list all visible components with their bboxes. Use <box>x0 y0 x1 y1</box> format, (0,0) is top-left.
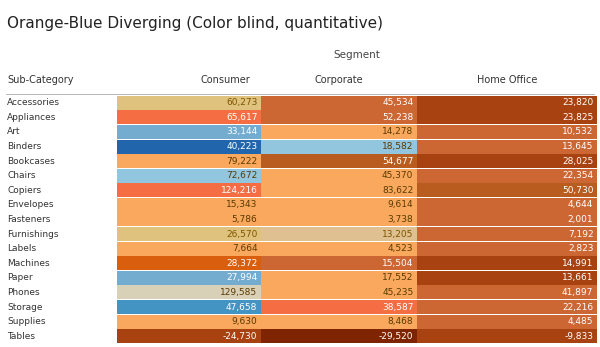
Text: Phones: Phones <box>7 288 40 297</box>
Text: 4,523: 4,523 <box>388 244 413 253</box>
Text: Tables: Tables <box>7 332 35 341</box>
Text: 15,343: 15,343 <box>226 200 257 209</box>
Text: 10,532: 10,532 <box>562 127 593 136</box>
Text: 13,645: 13,645 <box>562 142 593 151</box>
Text: Machines: Machines <box>7 259 50 268</box>
Text: Home Office: Home Office <box>477 75 537 85</box>
Text: 23,820: 23,820 <box>562 98 593 107</box>
Text: 7,192: 7,192 <box>568 230 593 239</box>
Text: Labels: Labels <box>7 244 37 253</box>
Text: 45,370: 45,370 <box>382 171 413 180</box>
Text: Accessories: Accessories <box>7 98 60 107</box>
Text: 9,614: 9,614 <box>388 200 413 209</box>
Text: 22,354: 22,354 <box>562 171 593 180</box>
Text: 22,216: 22,216 <box>562 303 593 312</box>
Text: Furnishings: Furnishings <box>7 230 59 239</box>
Text: 40,223: 40,223 <box>226 142 257 151</box>
Text: 72,672: 72,672 <box>226 171 257 180</box>
Text: 28,372: 28,372 <box>226 259 257 268</box>
Text: Binders: Binders <box>7 142 41 151</box>
Text: Copiers: Copiers <box>7 186 41 195</box>
Text: 13,661: 13,661 <box>562 273 593 282</box>
Text: 45,534: 45,534 <box>382 98 413 107</box>
Text: -24,730: -24,730 <box>223 332 257 341</box>
Text: 60,273: 60,273 <box>226 98 257 107</box>
Text: 23,825: 23,825 <box>562 113 593 122</box>
Text: Appliances: Appliances <box>7 113 56 122</box>
Text: Corporate: Corporate <box>314 75 364 85</box>
Text: Chairs: Chairs <box>7 171 36 180</box>
Text: 17,552: 17,552 <box>382 273 413 282</box>
Text: 50,730: 50,730 <box>562 186 593 195</box>
Text: 45,235: 45,235 <box>382 288 413 297</box>
Text: Consumer: Consumer <box>200 75 250 85</box>
Text: Sub-Category: Sub-Category <box>7 75 74 85</box>
Text: 18,582: 18,582 <box>382 142 413 151</box>
Text: 33,144: 33,144 <box>226 127 257 136</box>
Text: 54,677: 54,677 <box>382 156 413 166</box>
Text: 79,222: 79,222 <box>226 156 257 166</box>
Text: 14,278: 14,278 <box>382 127 413 136</box>
Text: 124,216: 124,216 <box>221 186 257 195</box>
Text: 3,738: 3,738 <box>388 215 413 224</box>
Text: 38,587: 38,587 <box>382 303 413 312</box>
Text: Orange-Blue Diverging (Color blind, quantitative): Orange-Blue Diverging (Color blind, quan… <box>7 16 383 31</box>
Text: 2,823: 2,823 <box>568 244 593 253</box>
Text: Segment: Segment <box>334 50 380 60</box>
Text: Fasteners: Fasteners <box>7 215 50 224</box>
Text: Art: Art <box>7 127 20 136</box>
Text: 26,570: 26,570 <box>226 230 257 239</box>
Text: 47,658: 47,658 <box>226 303 257 312</box>
Text: 41,897: 41,897 <box>562 288 593 297</box>
Text: 27,994: 27,994 <box>226 273 257 282</box>
Text: -29,520: -29,520 <box>379 332 413 341</box>
Text: 65,617: 65,617 <box>226 113 257 122</box>
Text: 2,001: 2,001 <box>568 215 593 224</box>
Text: 28,025: 28,025 <box>562 156 593 166</box>
Text: Paper: Paper <box>7 273 33 282</box>
Text: 8,468: 8,468 <box>388 317 413 326</box>
Text: -9,833: -9,833 <box>565 332 593 341</box>
Text: 5,786: 5,786 <box>232 215 257 224</box>
Text: 15,504: 15,504 <box>382 259 413 268</box>
Text: 129,585: 129,585 <box>220 288 257 297</box>
Text: Envelopes: Envelopes <box>7 200 54 209</box>
Text: 13,205: 13,205 <box>382 230 413 239</box>
Text: 4,485: 4,485 <box>568 317 593 326</box>
Text: 4,644: 4,644 <box>568 200 593 209</box>
Text: Bookcases: Bookcases <box>7 156 55 166</box>
Text: Storage: Storage <box>7 303 43 312</box>
Text: 9,630: 9,630 <box>232 317 257 326</box>
Text: 14,991: 14,991 <box>562 259 593 268</box>
Text: Supplies: Supplies <box>7 317 46 326</box>
Text: 7,664: 7,664 <box>232 244 257 253</box>
Text: 83,622: 83,622 <box>382 186 413 195</box>
Text: 52,238: 52,238 <box>382 113 413 122</box>
